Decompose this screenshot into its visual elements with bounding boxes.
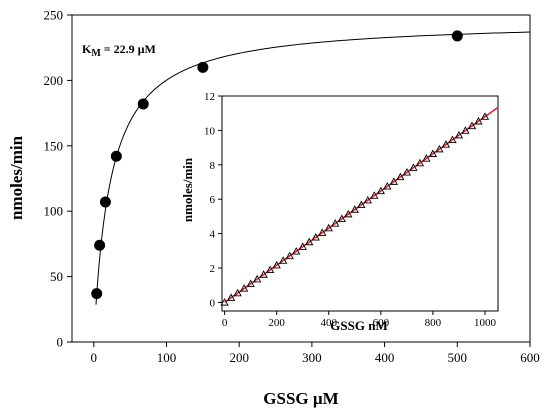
inset-data-point	[435, 144, 444, 153]
inset-data-point	[220, 298, 229, 306]
inset-x-tick-label: 0	[222, 317, 228, 329]
inset-y-tick-label: 4	[210, 229, 216, 241]
inset-data-point	[311, 233, 320, 241]
inset-data-point	[272, 260, 281, 269]
km-annotation: KM = 22.9 µM	[82, 42, 156, 59]
inset-data-point	[226, 293, 236, 301]
main-y-tick-label: 0	[57, 335, 64, 350]
inset-data-point	[474, 116, 483, 125]
inset-data-point	[252, 274, 262, 283]
inset-data-point	[266, 265, 275, 274]
inset-data-point	[409, 163, 418, 171]
inset-y-tick-label: 6	[210, 194, 216, 206]
main-data-point	[197, 61, 209, 73]
inset-data-point	[383, 181, 392, 190]
inset-y-tick-label: 10	[204, 125, 216, 137]
inset-data-point	[402, 168, 412, 176]
inset-y-axis-title: nmoles/min	[180, 157, 195, 222]
main-x-axis: 0 100 200 300 400 500 600	[91, 342, 540, 365]
inset-data-point	[363, 195, 372, 204]
inset-x-tick-label: 600	[373, 317, 390, 329]
inset-x-axis-title: GSSG nM	[330, 318, 387, 333]
inset-data-point	[480, 112, 490, 120]
inset-data-point	[415, 158, 425, 167]
inset-x-axis: 0 200 400 600 800 1000	[222, 311, 497, 329]
inset-data-point	[448, 135, 457, 144]
km-annotation-value: = 22.9 µM	[101, 42, 156, 56]
main-y-axis-title: nmoles/min	[7, 135, 26, 220]
inset-data-point	[461, 126, 470, 134]
main-x-tick-label: 0	[91, 350, 98, 365]
inset-data-point	[292, 246, 301, 255]
inset-data-point	[337, 214, 346, 222]
inset-plot: 0 200 400 600 800 1000 0 2 4 6 8 10 12 GSSG nM nmol…	[180, 91, 499, 333]
inset-data-point	[454, 130, 464, 139]
main-x-tick-label: 100	[157, 350, 177, 365]
main-x-tick-label: 400	[375, 350, 395, 365]
main-data-point	[110, 150, 122, 162]
inset-data-points	[220, 112, 490, 306]
main-y-tick-label: 200	[44, 73, 64, 88]
inset-data-point	[239, 284, 249, 292]
main-data-point	[137, 98, 149, 110]
inset-data-point	[233, 288, 242, 297]
inset-y-tick-label: 12	[204, 91, 215, 103]
inset-data-point	[331, 219, 340, 227]
main-data-point	[91, 288, 103, 300]
main-data-point	[451, 30, 463, 42]
inset-x-tick-label: 200	[268, 317, 285, 329]
inset-x-tick-label: 800	[425, 317, 442, 329]
inset-x-tick-label: 400	[321, 317, 338, 329]
inset-data-point	[344, 209, 353, 218]
inset-data-point	[246, 279, 255, 287]
main-data-points	[91, 30, 463, 300]
inset-data-point	[441, 140, 451, 148]
main-data-point	[94, 239, 106, 251]
km-annotation-subscript: M	[91, 48, 101, 59]
main-x-tick-label: 200	[229, 350, 249, 365]
inset-y-tick-label: 2	[210, 263, 216, 275]
inset-data-point	[422, 154, 431, 162]
inset-data-point	[279, 256, 288, 264]
main-y-tick-label: 50	[50, 269, 63, 284]
main-y-tick-label: 250	[44, 8, 64, 23]
inset-data-point	[285, 251, 294, 260]
inset-data-point	[305, 237, 314, 246]
inset-data-point	[370, 191, 379, 199]
main-x-tick-label: 300	[302, 350, 322, 365]
main-y-tick-label: 100	[44, 204, 64, 219]
inset-data-point	[389, 177, 399, 185]
inset-y-tick-label: 0	[210, 297, 216, 309]
main-plot-frame	[71, 14, 531, 343]
inset-y-axis: 0 2 4 6 8 10 12	[204, 91, 222, 309]
main-x-tick-label: 600	[520, 350, 540, 365]
main-y-tick-label: 150	[44, 138, 64, 153]
main-y-axis: 0 50 100 150 200 250	[44, 8, 72, 350]
inset-data-point	[396, 172, 405, 181]
inset-data-point	[324, 223, 333, 232]
main-x-axis-title: GSSG µM	[263, 389, 338, 408]
inset-x-tick-label: 1000	[474, 317, 497, 329]
main-x-tick-label: 500	[448, 350, 468, 365]
inset-data-point	[350, 205, 359, 213]
inset-data-point	[357, 200, 366, 209]
inset-y-tick-label: 8	[210, 160, 216, 172]
main-data-point	[99, 196, 111, 208]
km-annotation-prefix: K	[82, 42, 92, 56]
inset-data-point	[376, 186, 385, 195]
inset-data-point	[467, 121, 477, 130]
inset-data-point	[298, 242, 307, 250]
inset-fit-line	[224, 106, 499, 304]
inset-data-point	[259, 270, 268, 278]
inset-data-point	[428, 149, 438, 157]
inset-data-point	[318, 228, 327, 236]
